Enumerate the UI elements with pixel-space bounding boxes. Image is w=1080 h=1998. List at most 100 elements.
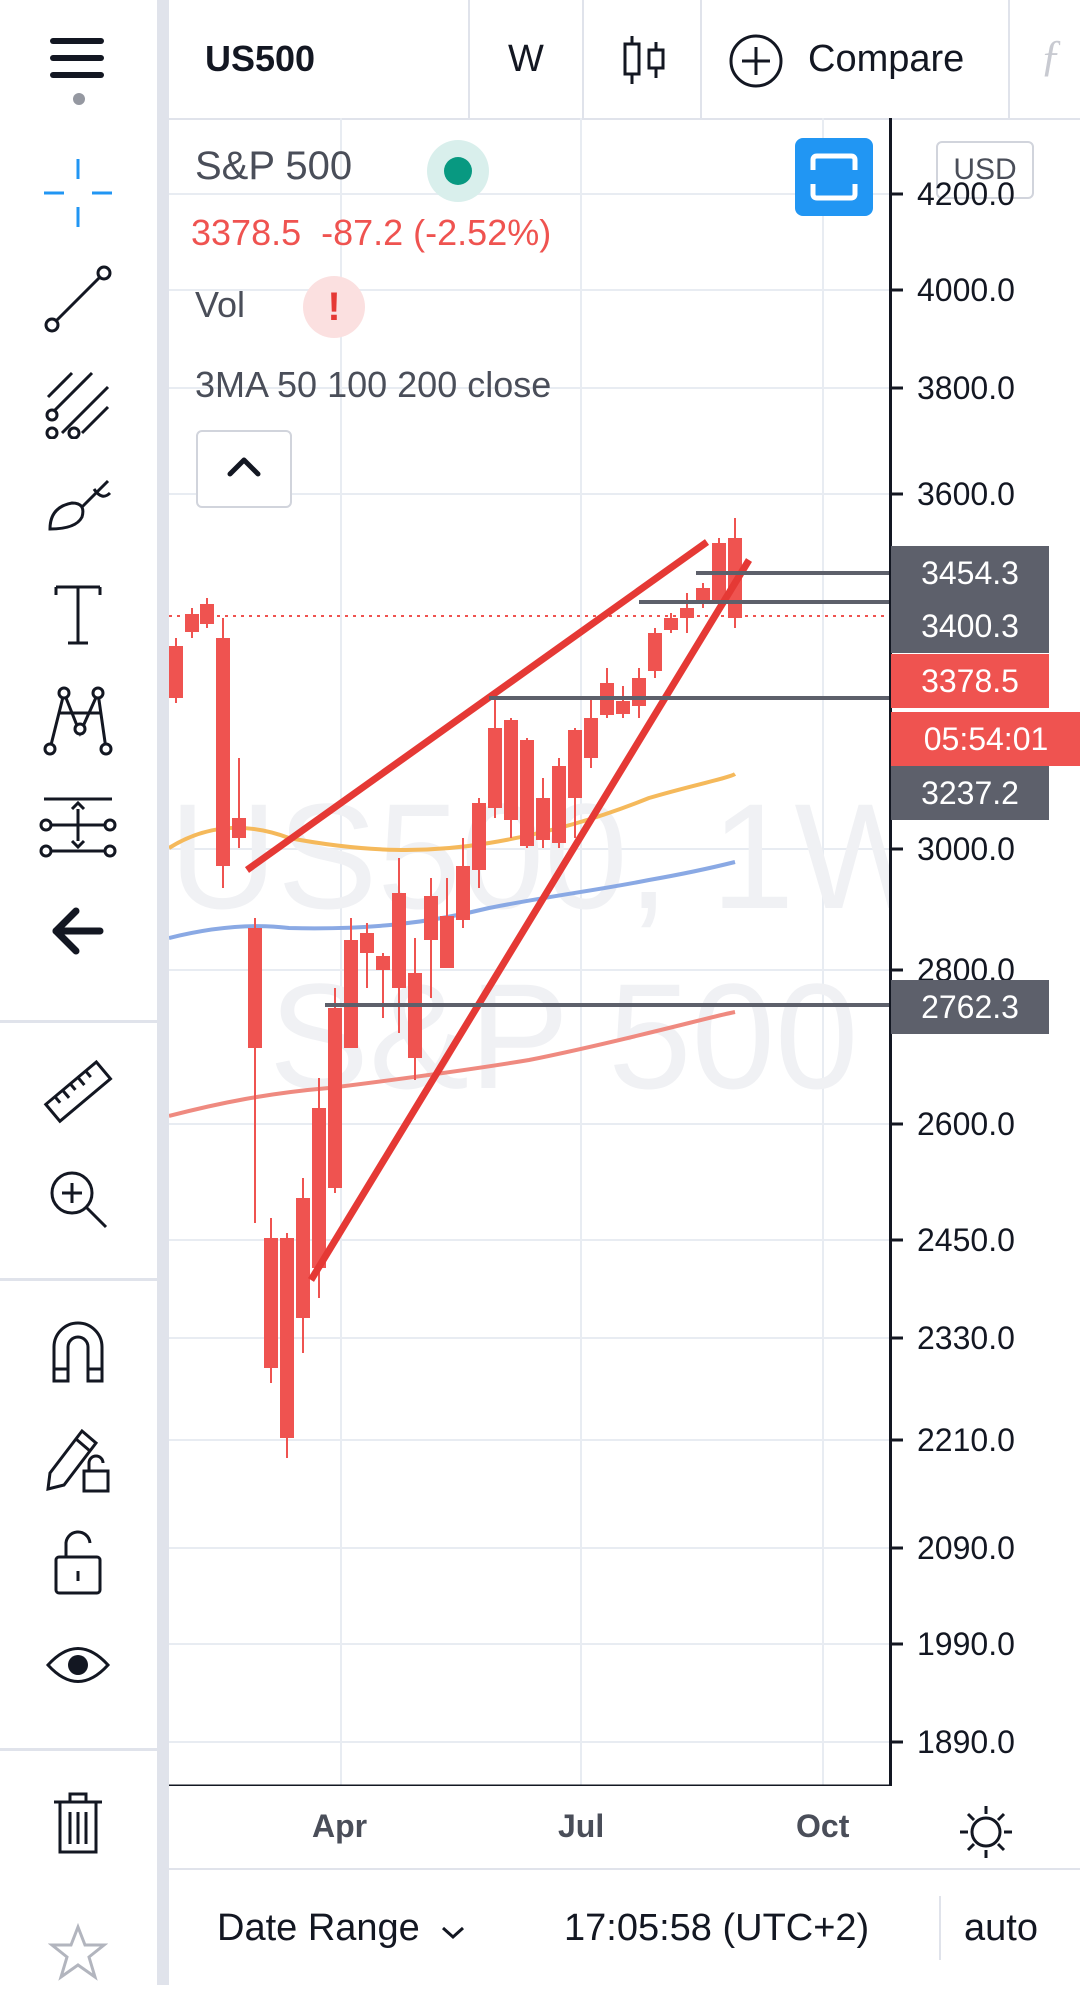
menu-icon[interactable]	[50, 38, 104, 82]
candle-body	[664, 618, 678, 630]
candle-body	[264, 1238, 278, 1368]
zoom-in-icon[interactable]	[30, 1154, 126, 1244]
price-tick: 2600.0	[917, 1106, 1015, 1142]
price-tick: 3000.0	[917, 831, 1015, 867]
time-label-jul: Jul	[558, 1808, 605, 1844]
top-toolbar: US500 W Compare ƒ	[0, 0, 1080, 120]
magnet-icon[interactable]	[30, 1306, 126, 1396]
candle-body	[296, 1198, 310, 1318]
price-tick: 4200.0	[917, 176, 1015, 212]
candle-body	[280, 1238, 294, 1438]
text-icon[interactable]	[30, 570, 126, 660]
candle-body	[504, 720, 518, 820]
ruler-icon[interactable]	[30, 1048, 126, 1138]
price-tick: 2090.0	[917, 1530, 1015, 1566]
candle-body	[680, 608, 694, 618]
market-status-badge[interactable]	[427, 140, 489, 202]
candle-body	[568, 730, 582, 798]
price-tag-level[interactable]: 3400.3	[891, 599, 1049, 653]
chart-pane[interactable]: US500, 1W S&P 500 S&P 500 3378.5 -87.2 (…	[169, 118, 889, 1844]
candle-body	[376, 956, 390, 970]
candle-body	[169, 646, 183, 698]
symbol-button[interactable]: US500	[205, 38, 316, 79]
clock-timezone[interactable]: 17:05:58 (UTC+2)	[564, 1907, 870, 1949]
pattern-icon[interactable]	[30, 676, 126, 766]
price-tick: 3600.0	[917, 476, 1015, 512]
bottom-toolbar: Date Range 17:05:58 (UTC+2) auto	[169, 1868, 1080, 1987]
candles-chart-type-icon[interactable]	[620, 34, 670, 86]
candle-body	[632, 678, 646, 706]
price-change: -87.2 (-2.52%)	[321, 212, 552, 253]
fullscreen-button[interactable]	[795, 138, 873, 216]
price-tag-last[interactable]: 3378.5	[891, 654, 1049, 708]
candle-body	[200, 604, 214, 624]
notification-dot	[73, 93, 85, 105]
drawing-toolbar	[0, 118, 157, 1985]
candle-body	[584, 718, 598, 758]
price-axis[interactable]	[889, 118, 1080, 1786]
unlock-icon[interactable]	[30, 1518, 126, 1608]
collapse-legend-button[interactable]	[196, 430, 292, 508]
candle-body	[552, 766, 566, 843]
candle-body	[312, 1108, 326, 1268]
candle-body	[488, 728, 502, 808]
price-tick: 2330.0	[917, 1320, 1015, 1356]
star-icon[interactable]	[30, 1908, 126, 1998]
candle-body	[616, 701, 630, 714]
lock-drawing-icon[interactable]	[30, 1414, 126, 1504]
eye-icon[interactable]	[30, 1620, 126, 1710]
candle-body	[424, 896, 438, 940]
price-tick: 4000.0	[917, 272, 1015, 308]
brush-icon[interactable]	[30, 458, 126, 548]
crosshair-icon[interactable]	[30, 148, 126, 238]
candle-body	[456, 866, 470, 920]
trendline-icon[interactable]	[30, 254, 126, 344]
measure-icon[interactable]	[30, 780, 126, 870]
candle-body	[536, 798, 550, 840]
time-label-apr: Apr	[312, 1808, 368, 1844]
compare-plus-icon[interactable]	[728, 33, 784, 89]
symbol-title: S&P 500	[195, 144, 353, 188]
candle-body	[520, 740, 534, 846]
price-change-line: 3378.5 -87.2 (-2.52%)	[191, 212, 551, 254]
ma-indicator-label: 3MA 50 100 200 close	[195, 364, 552, 405]
candle-body	[472, 803, 486, 870]
candle-body	[185, 614, 199, 632]
price-tick: 1990.0	[917, 1626, 1015, 1662]
candle-body	[392, 893, 406, 988]
price-tag-level[interactable]: 3237.2	[891, 766, 1049, 820]
candle-body	[328, 1008, 342, 1188]
warning-icon[interactable]: !	[303, 276, 365, 338]
interval-button[interactable]: W	[508, 38, 544, 80]
bar-countdown-tag: 05:54:01	[891, 712, 1080, 766]
candle-body	[408, 973, 422, 1058]
price-tick: 3800.0	[917, 370, 1015, 406]
price-tag-level[interactable]: 3454.3	[891, 546, 1049, 600]
toolbar-divider	[157, 0, 169, 1985]
price-tick: 2210.0	[917, 1422, 1015, 1458]
candle-body	[440, 916, 454, 968]
last-price: 3378.5	[191, 212, 302, 253]
price-tick: 1890.0	[917, 1724, 1015, 1760]
back-arrow-icon[interactable]	[30, 886, 126, 976]
compare-button[interactable]: Compare	[808, 38, 965, 80]
price-tag-level[interactable]: 2762.3	[891, 980, 1049, 1034]
currency-badge[interactable]: USD	[936, 141, 1034, 199]
candle-body	[344, 940, 358, 1048]
time-label-oct: Oct	[796, 1808, 850, 1844]
candle-body	[232, 818, 246, 838]
chevron-down-icon	[440, 1871, 466, 1988]
date-range-label: Date Range	[217, 1907, 420, 1949]
indicators-fx-icon[interactable]: ƒ	[1040, 31, 1062, 80]
volume-label: Vol	[195, 284, 246, 325]
chart-settings-gear-icon[interactable]	[958, 1804, 1014, 1860]
auto-scale-button[interactable]: auto	[964, 1907, 1038, 1949]
trash-icon[interactable]	[30, 1778, 126, 1868]
candle-body	[648, 633, 662, 671]
candle-body	[360, 933, 374, 953]
date-range-button[interactable]: Date Range	[217, 1870, 466, 1988]
price-tick: 2450.0	[917, 1222, 1015, 1258]
candle-body	[248, 928, 262, 1048]
fib-icon[interactable]	[30, 358, 126, 448]
candle-body	[216, 638, 230, 866]
